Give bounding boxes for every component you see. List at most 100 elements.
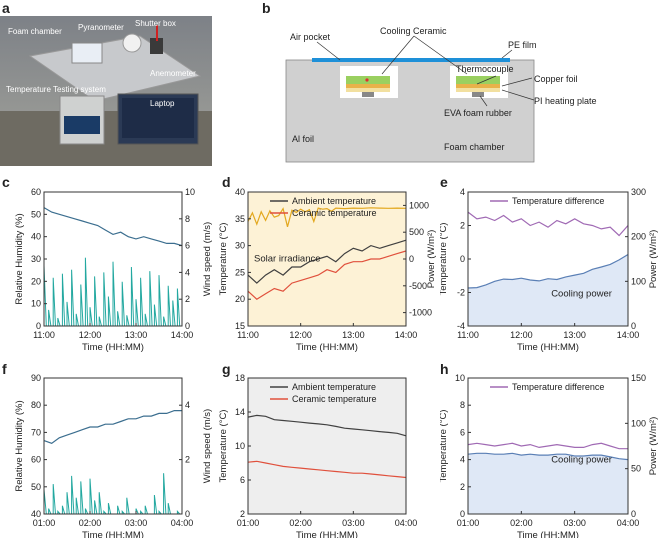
x-tick-label: 12:00 bbox=[79, 330, 102, 340]
panel-label-h: h bbox=[440, 361, 449, 377]
x-tick-label: 02:00 bbox=[510, 518, 533, 528]
y-tick-label: 10 bbox=[455, 373, 465, 383]
panel-label-d: d bbox=[222, 174, 231, 190]
y2-tick-label: 4 bbox=[185, 267, 190, 277]
legend-label: Ceramic temperature bbox=[292, 394, 377, 404]
ceramic-right bbox=[456, 76, 500, 84]
y-tick-label: 10 bbox=[31, 299, 41, 309]
legend-label: Temperature difference bbox=[512, 196, 604, 206]
label-foam-chamber-1: Foam chamber bbox=[8, 27, 62, 36]
y2-axis-label: Wind speed (m/s) bbox=[202, 222, 213, 296]
x-axis-label: Time (HH:MM) bbox=[517, 342, 579, 353]
chart-annotation: Cooling power bbox=[551, 289, 612, 300]
y2-tick-label: 0 bbox=[631, 509, 636, 519]
chart-g-temperature-night: 01:00 02:00 03:00 04:00 Time (HH:MM) 2 6 10 14 18… bbox=[218, 373, 418, 538]
field-setup-photo: Foam chamber Pyranometer Shutter box Ane… bbox=[0, 16, 212, 166]
x-tick-label: 14:00 bbox=[617, 330, 640, 340]
y-tick-label: -2 bbox=[457, 288, 465, 298]
shutter-box-shape bbox=[150, 38, 163, 54]
x-tick-label: 13:00 bbox=[342, 330, 365, 340]
x-tick-label: 04:00 bbox=[617, 518, 640, 528]
x-tick-label: 02:00 bbox=[289, 518, 312, 528]
plot-frame bbox=[467, 377, 629, 515]
x-tick-label: 11:00 bbox=[33, 330, 55, 340]
y-tick-label: -4 bbox=[457, 321, 465, 331]
x-tick-label: 12:00 bbox=[510, 330, 533, 340]
y-tick-label: 30 bbox=[235, 241, 245, 251]
y-tick-label: 18 bbox=[235, 373, 245, 383]
y-tick-label: 0 bbox=[460, 509, 465, 519]
y-axis-label: Relative Humidity (%) bbox=[14, 400, 25, 491]
testing-system-screen bbox=[64, 116, 100, 134]
x-tick-label: 03:00 bbox=[563, 518, 586, 528]
x-tick-label: 14:00 bbox=[395, 330, 418, 340]
label-cooling-ceramic: Cooling Ceramic bbox=[380, 26, 447, 36]
x-tick-label: 14:00 bbox=[171, 330, 194, 340]
y2-tick-label: 100 bbox=[631, 418, 646, 428]
x-tick-label: 04:00 bbox=[171, 518, 194, 528]
y-tick-label: 35 bbox=[235, 214, 245, 224]
series-line bbox=[247, 239, 407, 284]
y-tick-label: 0 bbox=[460, 254, 465, 264]
panel-label-a: a bbox=[2, 0, 10, 16]
x-tick-label: 03:00 bbox=[125, 518, 148, 528]
series-line bbox=[43, 207, 183, 247]
label-foam-chamber-2: Foam chamber bbox=[444, 142, 505, 152]
y-tick-label: 6 bbox=[240, 475, 245, 485]
legend-label: Ambient temperature bbox=[292, 382, 376, 392]
label-thermocouple: Thermocouple bbox=[456, 64, 514, 74]
chart-annotation: Cooling power bbox=[551, 454, 612, 465]
pe-film bbox=[312, 58, 510, 62]
x-tick-label: 12:00 bbox=[289, 330, 312, 340]
y2-tick-label: 0 bbox=[631, 321, 636, 331]
y-axis-label: Relative Humidity (%) bbox=[14, 213, 25, 304]
y2-tick-label: 500 bbox=[409, 227, 424, 237]
legend-label: Temperature difference bbox=[512, 382, 604, 392]
series-line bbox=[467, 442, 628, 450]
y-tick-label: 40 bbox=[31, 232, 41, 242]
y-tick-label: 2 bbox=[240, 509, 245, 519]
y2-tick-label: 10 bbox=[185, 187, 195, 197]
label-anemometer: Anemometer bbox=[150, 69, 196, 78]
eva-right bbox=[472, 92, 484, 97]
y-tick-label: 30 bbox=[31, 254, 41, 264]
y2-tick-label: -1000 bbox=[409, 308, 432, 318]
panel-label-c: c bbox=[2, 174, 10, 190]
series-spikes bbox=[43, 257, 181, 327]
legend-label: Ambient temperature bbox=[292, 196, 376, 206]
label-pe-film: PE film bbox=[508, 40, 537, 50]
foam-chamber-shape bbox=[71, 42, 103, 64]
y2-tick-label: 50 bbox=[631, 464, 641, 474]
label-pi-heating-plate: PI heating plate bbox=[534, 96, 597, 106]
panel-label-b: b bbox=[262, 0, 271, 16]
anemometer-shape bbox=[156, 25, 158, 41]
y-tick-label: 2 bbox=[460, 482, 465, 492]
series-line bbox=[247, 460, 407, 479]
y2-tick-label: 2 bbox=[185, 455, 190, 465]
label-al-foil: Al foil bbox=[292, 134, 314, 144]
copper-left bbox=[346, 84, 390, 88]
y-tick-label: 80 bbox=[31, 400, 41, 410]
label-shutter-box: Shutter box bbox=[135, 19, 176, 28]
y2-tick-label: 1000 bbox=[409, 200, 429, 210]
x-tick-label: 02:00 bbox=[79, 518, 102, 528]
y-tick-label: 20 bbox=[235, 294, 245, 304]
y-tick-label: 6 bbox=[460, 427, 465, 437]
panel-label-g: g bbox=[222, 361, 231, 377]
panel-label-e: e bbox=[440, 174, 448, 190]
x-tick-label: 01:00 bbox=[237, 518, 260, 528]
y-tick-label: 8 bbox=[460, 400, 465, 410]
x-axis-label: Time (HH:MM) bbox=[517, 530, 579, 538]
x-tick-label: 04:00 bbox=[395, 518, 418, 528]
series-area-fill bbox=[468, 453, 628, 514]
copper-right bbox=[456, 84, 500, 88]
x-axis-label: Time (HH:MM) bbox=[296, 530, 358, 538]
label-laptop: Laptop bbox=[150, 99, 175, 108]
y2-axis-label: Power (W/m²) bbox=[426, 230, 437, 289]
label-eva-foam: EVA foam rubber bbox=[444, 108, 512, 118]
pyranometer-shape bbox=[122, 33, 142, 53]
y-tick-label: 4 bbox=[460, 455, 465, 465]
y-tick-label: 50 bbox=[31, 482, 41, 492]
